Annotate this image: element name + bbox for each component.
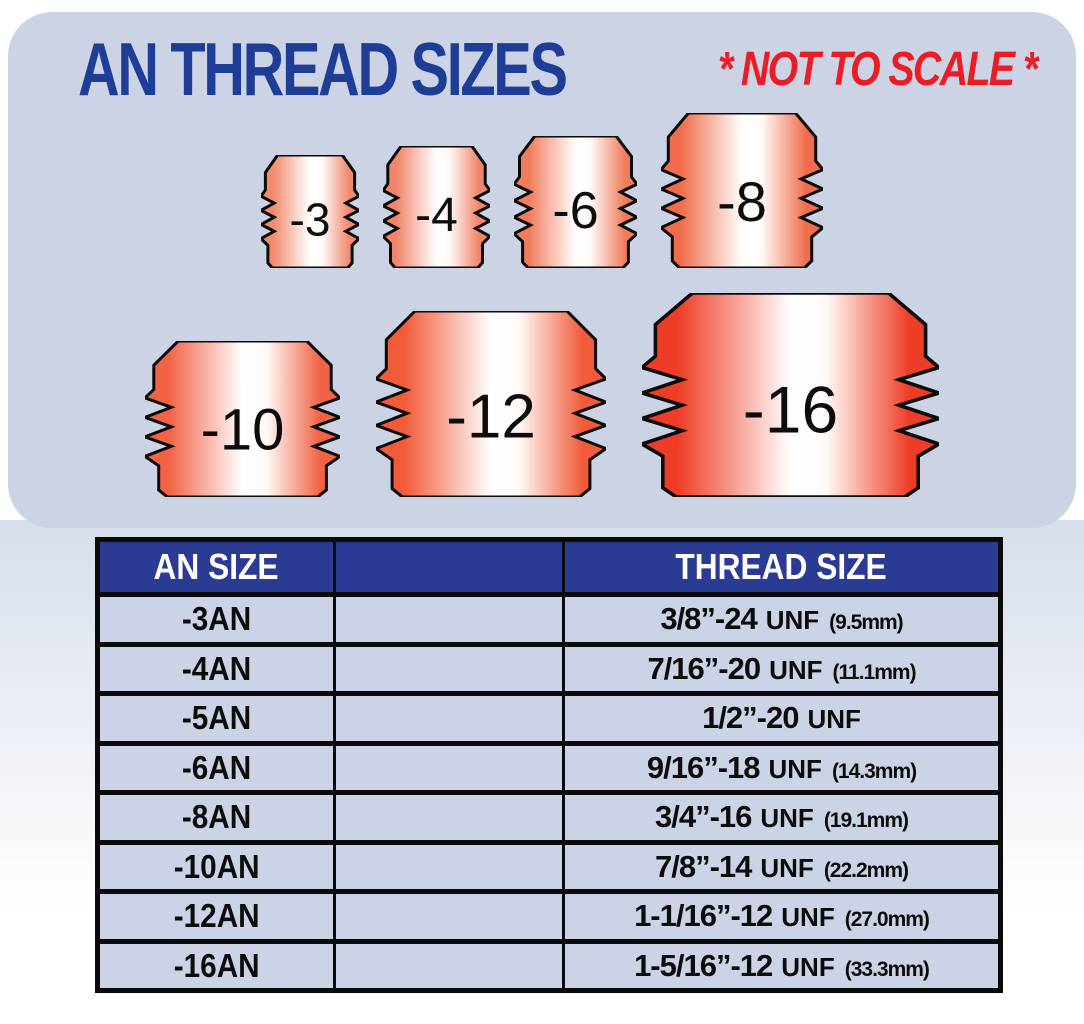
an-size-label: -4AN — [181, 649, 252, 687]
table-row: -8AN 3/4”-16 UNF (19.1mm) — [96, 790, 1002, 845]
thread-size-cell: 1-1/16”-12 UNF (27.0mm) — [562, 889, 1002, 944]
thread-unf: UNF — [781, 951, 835, 982]
size-table-wrap: AN SIZE THREAD SIZE -3AN 3/8”-24 UNF (9.5mm… — [95, 537, 1003, 993]
thread-size-content: 3/8”-24 UNF (9.5mm) — [567, 601, 998, 637]
thread-size-cell: 1/2”-20 UNF — [562, 691, 1002, 746]
fitting-shape-10: -10 — [145, 341, 340, 497]
thread-unf: UNF — [769, 654, 823, 685]
thread-size-content: 7/8”-14 UNF (22.2mm) — [567, 848, 998, 885]
thread-mm: (19.1mm) — [823, 809, 909, 833]
thread-unf: UNF — [768, 753, 822, 784]
an-size-label: -16AN — [173, 946, 260, 984]
table-row: -12AN 1-1/16”-12 UNF (27.0mm) — [96, 889, 1002, 944]
spacer-cell — [333, 592, 565, 647]
fitting-label: -12 — [446, 383, 536, 452]
spacer-cell — [333, 740, 565, 795]
thread-mm: (9.5mm) — [829, 611, 904, 635]
thread-mm: (11.1mm) — [832, 660, 917, 684]
thread-unf: UNF — [781, 902, 835, 933]
fitting-shape-12: -12 — [376, 311, 606, 497]
thread-main: 1/2”-20 — [702, 700, 799, 736]
table-row: -16AN 1-5/16”-12 UNF (33.3mm) — [96, 938, 1002, 993]
an-size-label: -3AN — [181, 600, 252, 638]
thread-size-content: 1-5/16”-12 UNF (33.3mm) — [567, 947, 998, 984]
fitting-label: -6 — [552, 182, 598, 240]
table-header-row: AN SIZE THREAD SIZE — [96, 537, 1002, 597]
thread-size-content: 3/4”-16 UNF (19.1mm) — [567, 799, 998, 835]
thread-main: 3/8”-24 — [660, 601, 757, 637]
thread-unf: UNF — [760, 803, 814, 834]
thread-unf: UNF — [807, 704, 861, 735]
fitting-shape-8: -8 — [661, 113, 823, 268]
an-size-cell: -6AN — [96, 740, 336, 795]
an-size-label: -12AN — [173, 897, 260, 935]
an-size-label: -6AN — [181, 748, 252, 786]
thread-size-cell: 9/16”-18 UNF (14.3mm) — [562, 740, 1002, 795]
an-size-cell: -5AN — [96, 691, 336, 746]
table-row: -5AN 1/2”-20 UNF — [96, 691, 1002, 746]
an-size-cell: -8AN — [96, 790, 336, 845]
thread-size-cell: 3/8”-24 UNF (9.5mm) — [562, 592, 1002, 647]
fitting-label: -4 — [415, 189, 458, 242]
thread-size-cell: 7/8”-14 UNF (22.2mm) — [562, 839, 1002, 894]
thread-main: 7/8”-14 — [654, 848, 752, 884]
thread-main: 1-1/16”-12 — [634, 898, 773, 934]
table-header-an-size: AN SIZE — [96, 537, 336, 597]
thread-size-cell: 1-5/16”-12 UNF (33.3mm) — [562, 938, 1002, 993]
an-size-label: -8AN — [181, 798, 252, 836]
thread-mm: (14.3mm) — [831, 759, 917, 783]
size-table: AN SIZE THREAD SIZE -3AN 3/8”-24 UNF (9.5mm… — [95, 537, 1003, 993]
spacer-cell — [333, 691, 565, 746]
an-size-cell: -3AN — [96, 592, 336, 647]
table-header-spacer — [333, 537, 565, 597]
thread-size-content: 1-1/16”-12 UNF (27.0mm) — [567, 898, 998, 934]
thread-main: 1-5/16”-12 — [634, 947, 773, 983]
fittings-row-2: -10 -12 -16 — [0, 291, 1084, 497]
thread-size-cell: 7/16”-20 UNF (11.1mm) — [562, 641, 1002, 696]
spacer-cell — [333, 938, 565, 993]
spacer-cell — [333, 839, 565, 894]
thread-size-content: 7/16”-20 UNF (11.1mm) — [567, 650, 998, 687]
thread-mm: (27.0mm) — [844, 908, 930, 932]
table-row: -10AN 7/8”-14 UNF (22.2mm) — [96, 839, 1002, 894]
table-header-thread-size-label: THREAD SIZE — [675, 546, 888, 587]
thread-main: 7/16”-20 — [647, 650, 761, 686]
thread-unf: UNF — [765, 605, 820, 636]
an-size-label: -5AN — [181, 699, 252, 737]
fitting-label: -10 — [201, 397, 285, 462]
fitting-shape-3: -3 — [261, 155, 359, 268]
spacer-cell — [333, 641, 565, 696]
thread-main: 9/16”-18 — [646, 749, 761, 785]
an-size-cell: -12AN — [96, 889, 336, 944]
fitting-label: -16 — [743, 372, 838, 446]
an-size-label: -10AN — [173, 847, 260, 885]
thread-size-content: 9/16”-18 UNF (14.3mm) — [567, 749, 998, 786]
an-size-cell: -4AN — [96, 641, 336, 696]
an-size-cell: -10AN — [96, 839, 336, 894]
table-row: -4AN 7/16”-20 UNF (11.1mm) — [96, 641, 1002, 696]
table-row: -6AN 9/16”-18 UNF (14.3mm) — [96, 740, 1002, 795]
thread-unf: UNF — [760, 852, 814, 883]
thread-mm: (33.3mm) — [844, 957, 930, 981]
title-row: AN THREAD SIZES * NOT TO SCALE * — [0, 30, 1084, 110]
not-to-scale-label: * NOT TO SCALE * — [717, 43, 1037, 96]
thread-size-cell: 3/4”-16 UNF (19.1mm) — [562, 790, 1002, 845]
fitting-shape-6: -6 — [514, 136, 637, 268]
thread-main: 3/4”-16 — [654, 799, 752, 835]
spacer-cell — [333, 790, 565, 845]
fitting-shape-16: -16 — [642, 293, 939, 497]
fitting-shape-4: -4 — [383, 146, 490, 268]
spacer-cell — [333, 889, 565, 944]
thread-size-content: 1/2”-20 UNF — [567, 700, 998, 736]
table-header-thread-size: THREAD SIZE — [562, 537, 1002, 597]
thread-mm: (22.2mm) — [823, 858, 909, 882]
page-title: AN THREAD SIZES — [78, 26, 568, 112]
an-size-cell: -16AN — [96, 938, 336, 993]
fitting-label: -8 — [717, 170, 767, 233]
table-header-an-size-label: AN SIZE — [154, 546, 279, 587]
fittings-row-1: -3 -4 -6 -8 — [0, 112, 1084, 268]
table-row: -3AN 3/8”-24 UNF (9.5mm) — [96, 592, 1002, 647]
fitting-label: -3 — [290, 193, 331, 245]
